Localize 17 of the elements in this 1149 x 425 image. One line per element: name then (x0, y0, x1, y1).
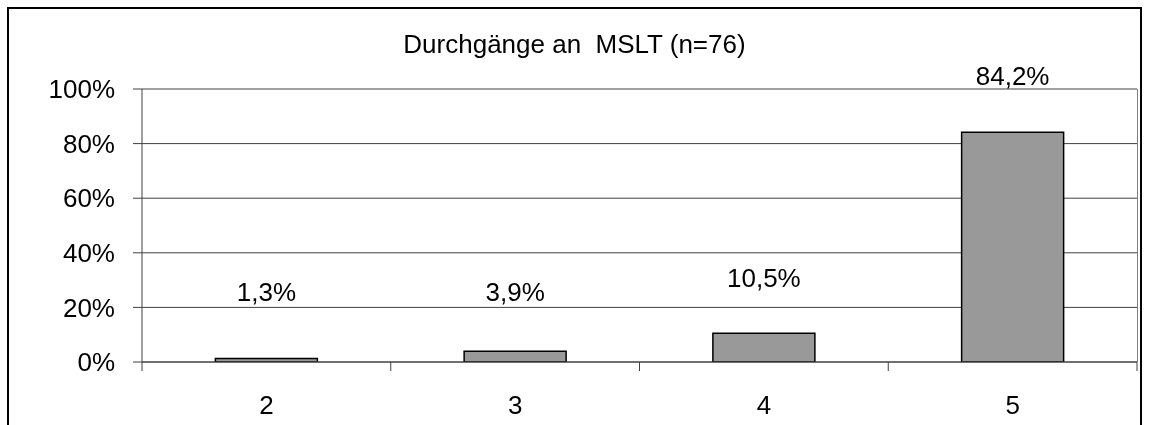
data-label: 1,3% (236, 277, 297, 308)
y-tick-label: 0% (77, 347, 115, 378)
x-tick-label: 2 (259, 390, 274, 420)
y-tick-label: 100% (48, 74, 115, 105)
bar (712, 332, 816, 362)
y-tick-label: 80% (62, 128, 115, 159)
x-tick-label: 5 (1005, 390, 1020, 420)
data-label: 10,5% (727, 262, 801, 293)
data-label: 3,9% (485, 277, 545, 308)
chart-title: Durchgänge an MSLT (n=76) (402, 29, 747, 59)
data-label: 84,2% (975, 61, 1050, 92)
y-tick-label: 40% (62, 238, 115, 269)
x-tick-label: 4 (756, 390, 772, 420)
bar (960, 131, 1065, 362)
y-tick-label: 20% (62, 292, 115, 323)
x-tick-label: 3 (507, 390, 523, 420)
y-tick-label: 60% (62, 183, 115, 214)
